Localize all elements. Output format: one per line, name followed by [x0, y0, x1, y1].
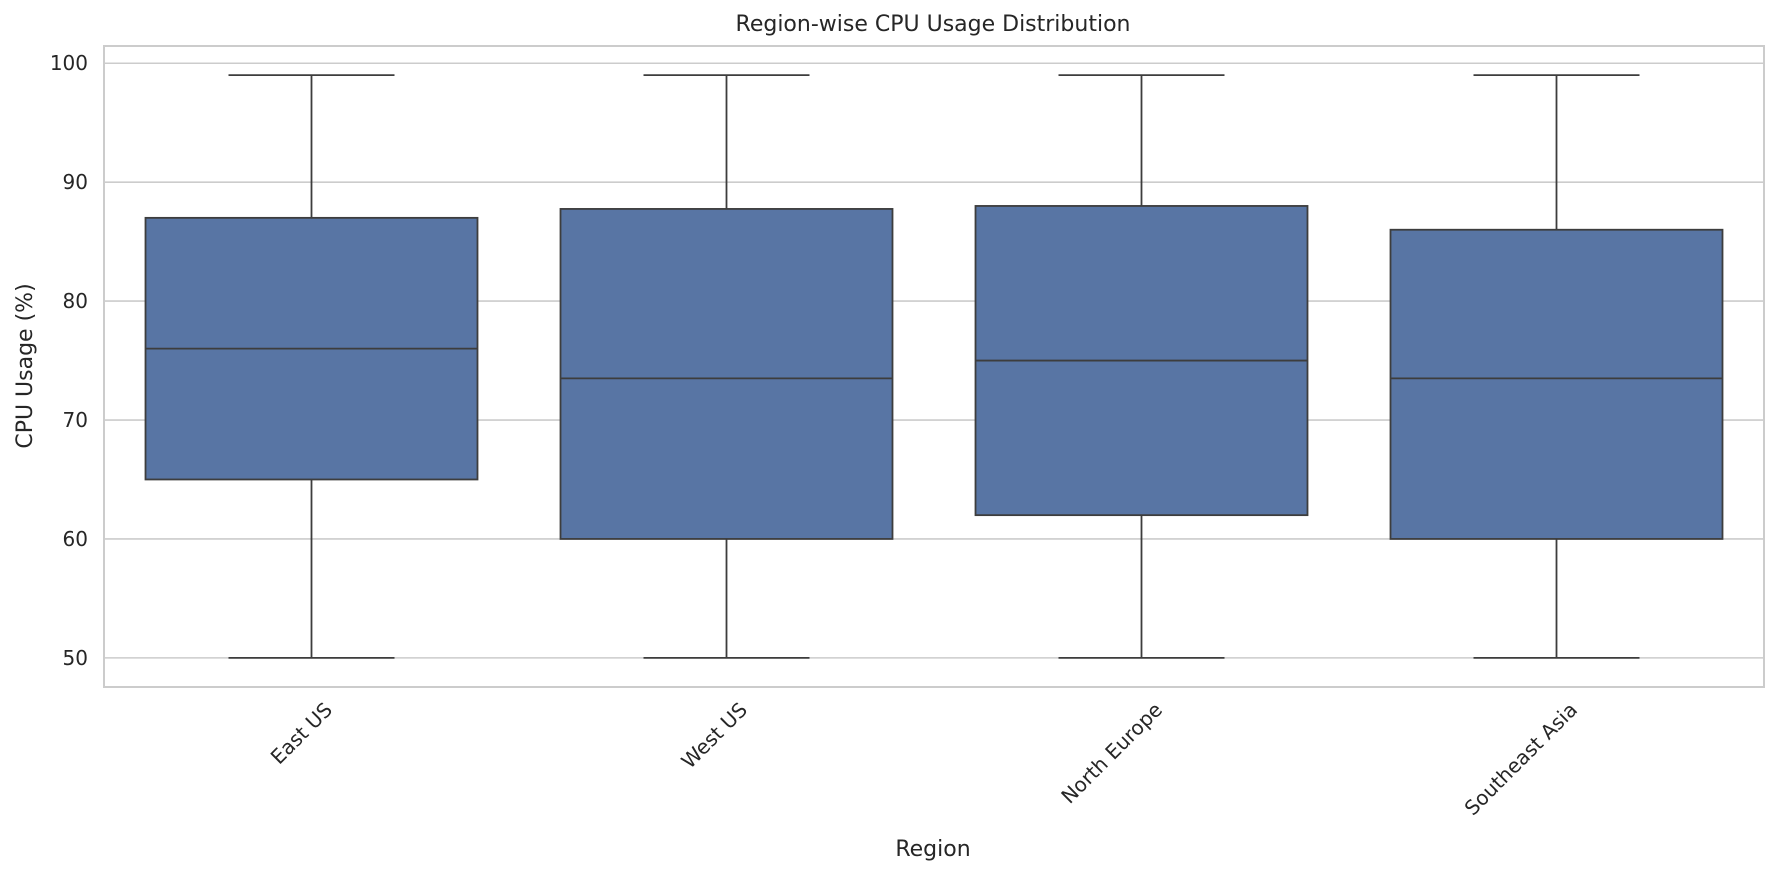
box-group [559, 74, 894, 659]
y-tick-label: 100 [50, 51, 88, 75]
plot-frame [103, 45, 1765, 688]
y-tick-label: 70 [63, 408, 88, 432]
box-iqr [1389, 228, 1724, 540]
y-tick-label: 60 [63, 527, 88, 551]
y-axis-ticks: 50 60 70 80 90 100 [50, 51, 88, 670]
y-axis-title: CPU Usage (%) [13, 283, 38, 448]
y-tick-label: 90 [63, 170, 88, 194]
box-plot-series [144, 74, 1724, 659]
x-axis-title: Region [895, 837, 970, 862]
box-group [974, 74, 1309, 659]
box-iqr [559, 208, 894, 540]
chart-title: Region-wise CPU Usage Distribution [736, 12, 1131, 37]
y-tick-label: 50 [63, 646, 88, 670]
box-group [1389, 74, 1724, 659]
y-tick-label: 80 [63, 289, 88, 313]
box-group [144, 74, 479, 659]
